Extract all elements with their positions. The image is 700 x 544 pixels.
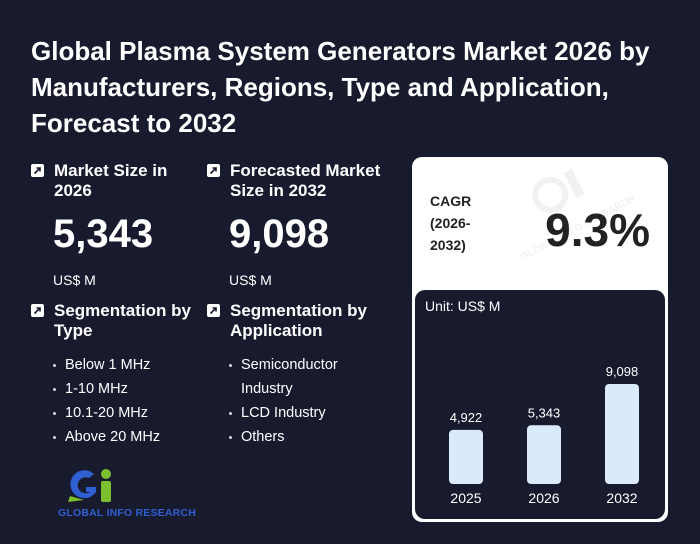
- bar-chart: 4,922 2025 5,343 2026 9,098 2032: [449, 364, 639, 506]
- gi-logo-icon: [68, 469, 111, 502]
- cagr-label-block: CAGR (2026-2032): [430, 190, 480, 256]
- bar-2026: [527, 425, 561, 484]
- bar-chart-panel: Unit: US$ M 4,922 2025 5,343 2026 9,098 2032: [415, 290, 665, 519]
- market-size-value: 5,343: [53, 212, 154, 256]
- arrow-up-right-icon: [207, 164, 220, 177]
- market-size-block: Market Size in 2026 5,343 US$ M: [31, 161, 191, 288]
- list-item: Above 20 MHz: [53, 425, 191, 449]
- market-size-unit: US$ M: [53, 272, 96, 288]
- cagr-card: GLOBAL INFO RESEARCH CAGR (2026-2032) 9.…: [412, 157, 668, 522]
- application-list: Semiconductor Industry LCD Industry Othe…: [229, 353, 349, 449]
- forecast-block: Forecasted Market Size in 2032 9,098 US$…: [207, 161, 397, 288]
- page-title: Global Plasma System Generators Market 2…: [31, 36, 650, 138]
- arrow-up-right-icon: [31, 164, 44, 177]
- bar-value-label: 9,098: [606, 364, 639, 379]
- cagr-label: CAGR: [430, 193, 472, 209]
- bar-value-label: 5,343: [528, 405, 561, 420]
- list-item: Others: [229, 425, 349, 449]
- list-item: 1-10 MHz: [53, 377, 191, 401]
- list-item: Below 1 MHz: [53, 353, 191, 377]
- cagr-value: 9.3%: [545, 204, 650, 256]
- arrow-up-right-icon: [31, 304, 44, 317]
- company-logo: GLOBAL INFO RESEARCH: [58, 466, 196, 519]
- logo-text: GLOBAL INFO RESEARCH: [58, 507, 196, 519]
- list-item: 10.1-20 MHz: [53, 401, 191, 425]
- bar-2025: [449, 429, 483, 484]
- segmentation-type-label: Segmentation by Type: [54, 301, 191, 340]
- segmentation-application-label: Segmentation by Application: [230, 301, 367, 340]
- segmentation-application-block: Segmentation by Application Semiconducto…: [207, 301, 377, 449]
- forecast-value: 9,098: [229, 212, 330, 256]
- market-size-label: Market Size in 2026: [54, 161, 168, 200]
- segmentation-type-block: Segmentation by Type Below 1 MHz 1-10 MH…: [31, 301, 191, 449]
- list-item: LCD Industry: [229, 401, 349, 425]
- arrow-up-right-icon: [207, 304, 220, 317]
- type-list: Below 1 MHz 1-10 MHz 10.1-20 MHz Above 2…: [53, 353, 191, 449]
- chart-unit-label: Unit: US$ M: [425, 298, 501, 314]
- x-tick-label: 2025: [450, 490, 481, 506]
- bar-2032: [605, 384, 639, 484]
- forecast-label: Forecasted Market Size in 2032: [230, 161, 381, 200]
- forecast-unit: US$ M: [229, 272, 272, 288]
- cagr-period: (2026-2032): [430, 215, 471, 253]
- list-item: Semiconductor Industry: [229, 353, 349, 401]
- bar-value-label: 4,922: [450, 410, 483, 425]
- x-tick-label: 2032: [606, 490, 637, 506]
- x-tick-label: 2026: [528, 490, 559, 506]
